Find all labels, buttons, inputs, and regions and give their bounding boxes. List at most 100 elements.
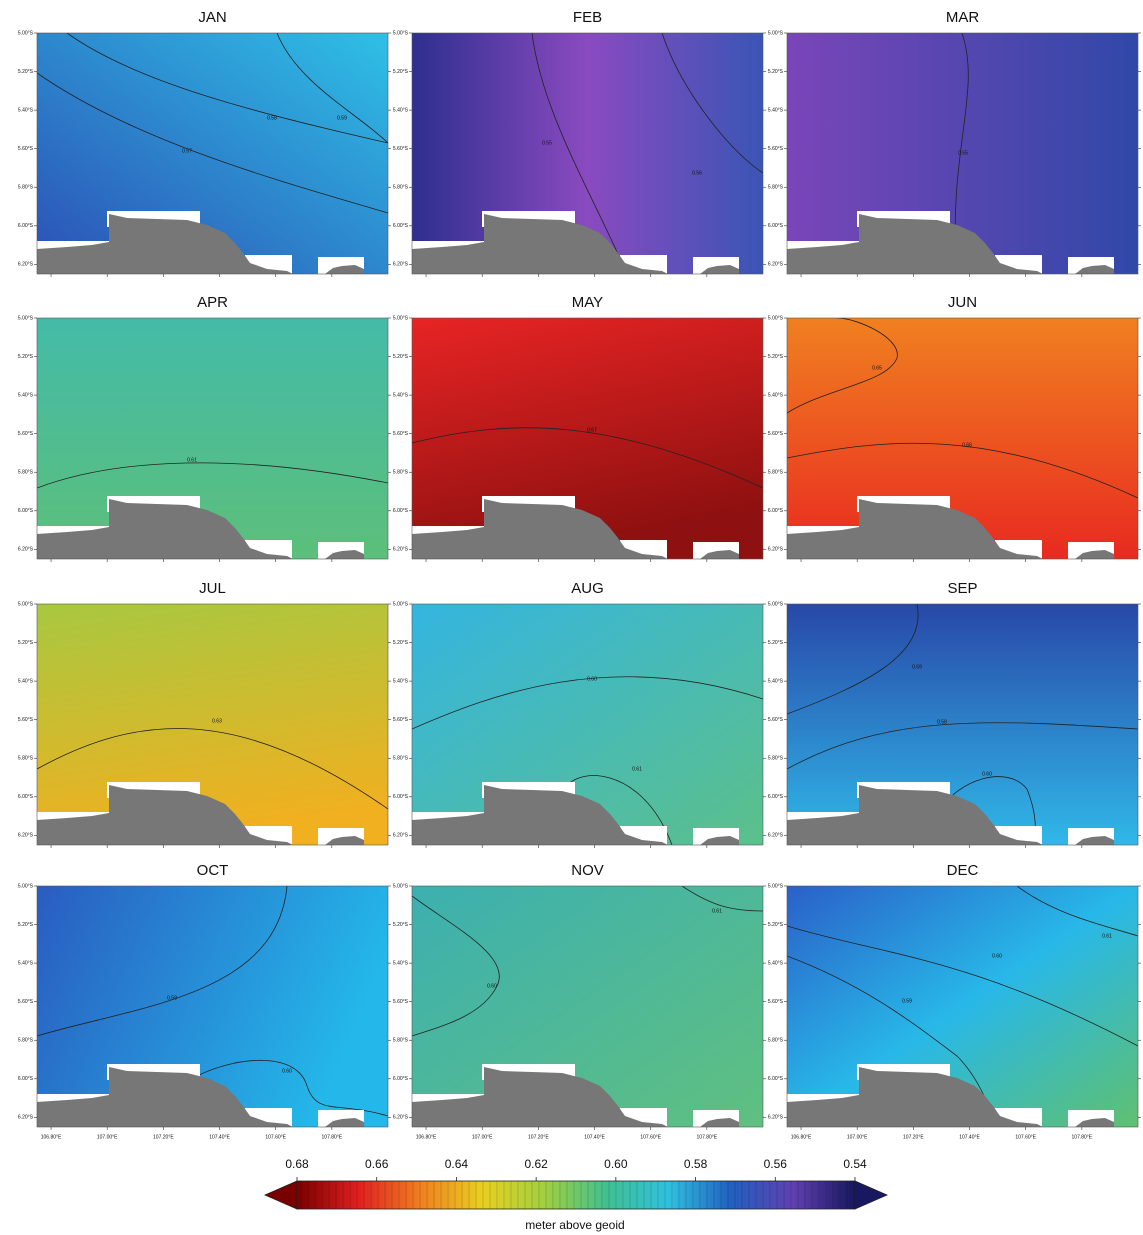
lon-tick-label: 107.80°E — [1072, 1134, 1093, 1140]
contour-label: 0.59 — [902, 998, 912, 1004]
map-panel: 0.61 5.00°S 5.20°S 5.40°S 5.60°S 5.80°S 6.00°S… — [18, 315, 391, 562]
lon-tick-label: 107.00°E — [97, 1134, 118, 1140]
lat-tick-label: 5.00°S — [768, 315, 784, 321]
contour-line — [37, 886, 288, 1037]
contour-label: 0.61 — [1102, 933, 1112, 939]
colorbar-label: meter above geoid — [525, 1218, 624, 1232]
contour-label: 0.59 — [912, 664, 922, 670]
colorbar-min-arrow — [264, 1180, 298, 1210]
panel-frame — [411, 32, 764, 275]
lat-tick-label: 5.00°S — [18, 30, 34, 36]
contour-line — [787, 442, 1138, 499]
colorbar-tick-label: 0.66 — [365, 1157, 389, 1171]
lat-tick-label: 5.20°S — [393, 640, 409, 646]
contour-label: 0.61 — [632, 766, 642, 772]
lat-tick-label: 5.20°S — [18, 640, 34, 646]
panel-title: FEB — [573, 9, 602, 26]
lat-tick-label: 5.80°S — [18, 1038, 34, 1044]
lat-tick-label: 5.60°S — [18, 146, 34, 152]
contour-line — [196, 1059, 388, 1117]
lat-tick-label: 5.80°S — [18, 756, 34, 762]
contour-label: 0.59 — [167, 995, 177, 1001]
lat-tick-label: 6.20°S — [393, 262, 409, 268]
contour-line — [531, 33, 628, 274]
lon-tick-label: 107.80°E — [322, 1134, 343, 1140]
contour-line — [66, 33, 388, 144]
panel-title: AUG — [571, 580, 604, 597]
lat-tick-label: 5.40°S — [393, 678, 409, 684]
map-panel: 0.65 0.66 5.00°S 5.20°S 5.40°S 5.60°S 5.80°S 6.… — [768, 315, 1141, 562]
contours: 0.67 — [412, 427, 763, 489]
colorbar-tick-label: 0.58 — [684, 1157, 708, 1171]
lon-tick-label: 107.60°E — [640, 1134, 661, 1140]
lat-tick-label: 5.40°S — [18, 107, 34, 113]
lat-tick-label: 6.20°S — [768, 1115, 784, 1121]
lat-tick-label: 6.00°S — [393, 223, 409, 229]
panel-frame — [36, 32, 389, 275]
lat-tick-label: 5.40°S — [768, 107, 784, 113]
lat-tick-label: 6.20°S — [18, 1115, 34, 1121]
map-panel: 0.59 0.60 5.00°S 5.20°S 5.40°S 5.60°S 5.80°S 6.… — [18, 883, 391, 1140]
lat-tick-label: 6.20°S — [768, 547, 784, 553]
map-panel: 0.67 5.00°S 5.20°S 5.40°S 5.60°S 5.80°S 6.00°S… — [393, 315, 766, 562]
contour-label: 0.61 — [187, 457, 197, 463]
lat-tick-label: 5.60°S — [393, 717, 409, 723]
contour-label: 0.58 — [937, 719, 947, 725]
lat-tick-label: 5.60°S — [393, 431, 409, 437]
lat-tick-label: 5.00°S — [18, 883, 34, 889]
lat-tick-label: 6.00°S — [768, 794, 784, 800]
panel-title: MAR — [946, 9, 980, 26]
contour-line — [1016, 886, 1138, 937]
contour-label: 0.60 — [282, 1068, 292, 1074]
contour-label: 0.60 — [992, 953, 1002, 959]
contour-line — [37, 462, 388, 489]
panel-frame — [411, 317, 764, 560]
lat-tick-label: 5.20°S — [18, 922, 34, 928]
contour-label: 0.65 — [872, 365, 882, 371]
lat-tick-label: 5.80°S — [18, 185, 34, 191]
lat-tick-label: 5.20°S — [768, 354, 784, 360]
lat-tick-label: 5.40°S — [18, 960, 34, 966]
lat-tick-label: 6.00°S — [18, 1076, 34, 1082]
lat-tick-label: 5.20°S — [393, 69, 409, 75]
contour-label: 0.56 — [692, 170, 702, 176]
panel-frame — [786, 603, 1139, 846]
lat-tick-label: 5.40°S — [393, 960, 409, 966]
lat-tick-label: 6.20°S — [18, 833, 34, 839]
map-panel: 0.60 0.61 5.00°S 5.20°S 5.40°S 5.60°S 5.80°S 6.… — [393, 601, 766, 848]
contour-line — [787, 604, 919, 715]
lat-tick-label: 6.20°S — [768, 262, 784, 268]
contour-label: 0.55 — [958, 150, 968, 156]
lat-tick-label: 5.20°S — [768, 69, 784, 75]
panel-title: APR — [197, 294, 228, 311]
contour-line — [412, 676, 763, 730]
lat-tick-label: 5.20°S — [393, 922, 409, 928]
panel-frame — [36, 603, 389, 846]
panel-title: OCT — [197, 862, 229, 879]
contours: 0.61 — [37, 457, 388, 489]
contour-line — [661, 33, 763, 174]
contour-line — [276, 33, 388, 144]
map-panel: 0.59 0.58 0.60 5.00°S 5.20°S 5.40°S 5.60°S 5.80… — [768, 601, 1141, 848]
panel-frame — [786, 317, 1139, 560]
contours: 0.61 0.60 — [412, 886, 763, 1037]
map-panel: 0.61 0.60 0.59 5.00°S 5.20°S 5.40°S 5.60°S 5.80… — [768, 883, 1141, 1140]
map-panel: 0.63 5.00°S 5.20°S 5.40°S 5.60°S 5.80°S 6.00°S… — [18, 601, 391, 848]
colorbar-max-arrow — [854, 1180, 888, 1210]
lat-tick-label: 5.60°S — [768, 999, 784, 1005]
map-panel: 0.55 5.00°S 5.20°S 5.40°S 5.60°S 5.80°S 6.00°S… — [768, 30, 1141, 277]
contour-line — [37, 72, 388, 214]
lat-tick-label: 5.60°S — [18, 999, 34, 1005]
lat-tick-label: 5.20°S — [18, 69, 34, 75]
contours: 0.59 0.58 0.60 — [787, 604, 1138, 845]
lon-tick-label: 107.00°E — [472, 1134, 493, 1140]
map-panel: 0.57 0.58 0.59 5.00°S 5.20°S 5.40°S 5.60°S 5.80… — [18, 30, 391, 277]
lon-tick-label: 107.20°E — [153, 1134, 174, 1140]
contour-label: 0.60 — [487, 983, 497, 989]
lat-tick-label: 5.40°S — [18, 392, 34, 398]
lat-tick-label: 5.20°S — [768, 922, 784, 928]
colorbar-tick-label: 0.62 — [524, 1157, 548, 1171]
panel-title: MAY — [572, 294, 603, 311]
lat-tick-label: 5.40°S — [768, 960, 784, 966]
